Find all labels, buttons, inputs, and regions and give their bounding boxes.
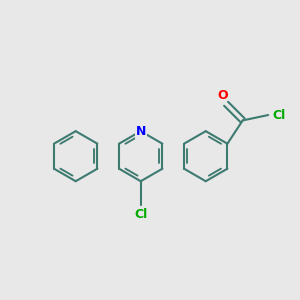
Text: N: N	[136, 125, 146, 138]
Text: Cl: Cl	[134, 208, 147, 221]
Text: O: O	[218, 89, 228, 102]
Text: Cl: Cl	[272, 109, 285, 122]
